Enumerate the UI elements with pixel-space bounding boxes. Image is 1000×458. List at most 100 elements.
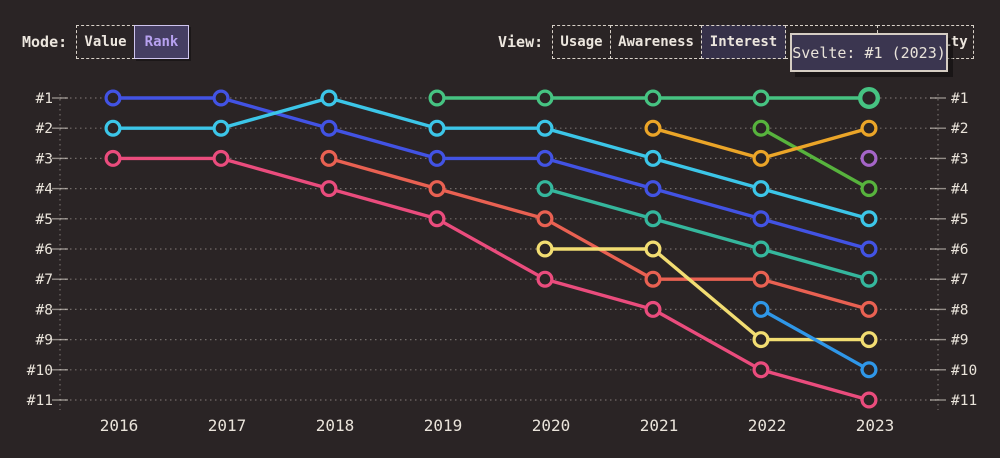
data-point-cyan-2018[interactable] — [320, 89, 338, 107]
year-label: 2019 — [424, 416, 463, 435]
left-rank-label: #2 — [36, 121, 53, 137]
data-point-orange-2023[interactable] — [860, 119, 878, 137]
right-rank-label: #7 — [951, 272, 968, 288]
year-label: 2017 — [208, 416, 247, 435]
data-point-teal-2023[interactable] — [860, 270, 878, 288]
year-label: 2018 — [316, 416, 355, 435]
series-line-sky-blue — [759, 307, 871, 372]
year-label: 2016 — [100, 416, 139, 435]
data-point-royal-blue-2018[interactable] — [320, 119, 338, 137]
right-rank-label: #6 — [951, 242, 968, 258]
data-point-pink-magenta-2023[interactable] — [860, 391, 878, 409]
data-point-royal-blue-2023[interactable] — [860, 240, 878, 258]
data-point-yellow-2022[interactable] — [752, 331, 770, 349]
left-rank-label: #8 — [36, 302, 53, 318]
data-point-royal-blue-2016[interactable] — [104, 89, 122, 107]
data-point-royal-blue-2020[interactable] — [536, 149, 554, 167]
data-point-orange-2022[interactable] — [752, 149, 770, 167]
data-point-teal-2021[interactable] — [644, 210, 662, 228]
data-point-salmon-red-2021[interactable] — [644, 270, 662, 288]
data-point-pink-magenta-2022[interactable] — [752, 361, 770, 379]
mode-toggle-group: Value Rank — [76, 25, 189, 59]
series-line-teal — [543, 186, 871, 281]
data-point-pink-magenta-2016[interactable] — [104, 149, 122, 167]
data-point-pink-magenta-2021[interactable] — [644, 300, 662, 318]
right-rank-label: #3 — [951, 151, 968, 167]
data-point-yellow-2023[interactable] — [860, 331, 878, 349]
tooltip-text: Svelte: #1 (2023) — [792, 43, 946, 62]
data-point-royal-blue-2022[interactable] — [752, 210, 770, 228]
data-point-cyan-2023[interactable] — [860, 210, 878, 228]
view-option-awareness[interactable]: Awareness — [610, 25, 702, 59]
data-point-svelte-green-2020[interactable] — [536, 89, 554, 107]
left-rank-label: #5 — [36, 212, 53, 228]
left-rank-label: #10 — [27, 363, 53, 379]
left-rank-label: #1 — [36, 91, 53, 107]
right-rank-label: #9 — [951, 333, 968, 349]
right-rank-label: #10 — [951, 363, 977, 379]
right-rank-label: #11 — [951, 393, 977, 409]
data-point-svelte-green-2019[interactable] — [428, 89, 446, 107]
tooltip: Svelte: #1 (2023) — [790, 33, 948, 72]
data-point-cyan-2021[interactable] — [644, 149, 662, 167]
data-point-pink-magenta-2018[interactable] — [320, 180, 338, 198]
view-option-interest[interactable]: Interest — [701, 25, 786, 59]
data-point-yellow-2021[interactable] — [644, 240, 662, 258]
data-point-salmon-red-2020[interactable] — [536, 210, 554, 228]
data-point-highlight-svelte-green-2023[interactable] — [858, 86, 881, 109]
data-point-pink-magenta-2020[interactable] — [536, 270, 554, 288]
data-point-orange-2021[interactable] — [644, 119, 662, 137]
right-rank-label: #2 — [951, 121, 968, 137]
data-point-salmon-red-2019[interactable] — [428, 180, 446, 198]
series-line-cyan — [111, 96, 871, 221]
data-point-salmon-red-2022[interactable] — [752, 270, 770, 288]
mode-label: Mode: — [22, 33, 68, 51]
right-rank-label: #8 — [951, 302, 968, 318]
data-point-leaf-green-2023[interactable] — [860, 180, 878, 198]
data-point-cyan-2016[interactable] — [104, 119, 122, 137]
data-point-purple-2023[interactable] — [860, 149, 878, 167]
left-rank-label: #11 — [27, 393, 53, 409]
year-label: 2022 — [748, 416, 787, 435]
data-point-salmon-red-2023[interactable] — [860, 300, 878, 318]
left-rank-label: #3 — [36, 151, 53, 167]
left-rank-label: #7 — [36, 272, 53, 288]
data-point-cyan-2022[interactable] — [752, 180, 770, 198]
series-line-leaf-green — [759, 126, 871, 191]
data-point-teal-2020[interactable] — [536, 180, 554, 198]
data-point-cyan-2017[interactable] — [212, 119, 230, 137]
view-label: View: — [498, 33, 544, 51]
series-line-pink-magenta — [111, 156, 871, 402]
data-point-svelte-green-2022[interactable] — [752, 89, 770, 107]
data-point-cyan-2020[interactable] — [536, 119, 554, 137]
data-point-pink-magenta-2019[interactable] — [428, 210, 446, 228]
data-point-leaf-green-2022[interactable] — [752, 119, 770, 137]
data-point-sky-blue-2023[interactable] — [860, 361, 878, 379]
data-point-cyan-2019[interactable] — [428, 119, 446, 137]
data-point-royal-blue-2021[interactable] — [644, 180, 662, 198]
left-rank-label: #6 — [36, 242, 53, 258]
data-point-teal-2022[interactable] — [752, 240, 770, 258]
year-label: 2021 — [640, 416, 679, 435]
year-label: 2023 — [856, 416, 895, 435]
data-point-sky-blue-2022[interactable] — [752, 300, 770, 318]
data-point-svelte-green-2021[interactable] — [644, 89, 662, 107]
left-rank-label: #4 — [36, 182, 54, 198]
mode-option-value[interactable]: Value — [76, 25, 135, 59]
data-point-yellow-2020[interactable] — [536, 240, 554, 258]
right-rank-label: #4 — [951, 182, 969, 198]
left-rank-label: #9 — [36, 333, 53, 349]
series-line-royal-blue — [111, 96, 871, 251]
data-point-royal-blue-2017[interactable] — [212, 89, 230, 107]
view-option-usage[interactable]: Usage — [552, 25, 611, 59]
data-point-royal-blue-2019[interactable] — [428, 149, 446, 167]
right-rank-label: #1 — [951, 91, 968, 107]
mode-option-rank[interactable]: Rank — [134, 25, 189, 59]
year-label: 2020 — [532, 416, 571, 435]
right-rank-label: #5 — [951, 212, 968, 228]
data-point-salmon-red-2018[interactable] — [320, 149, 338, 167]
series-line-salmon-red — [327, 156, 871, 312]
data-point-pink-magenta-2017[interactable] — [212, 149, 230, 167]
